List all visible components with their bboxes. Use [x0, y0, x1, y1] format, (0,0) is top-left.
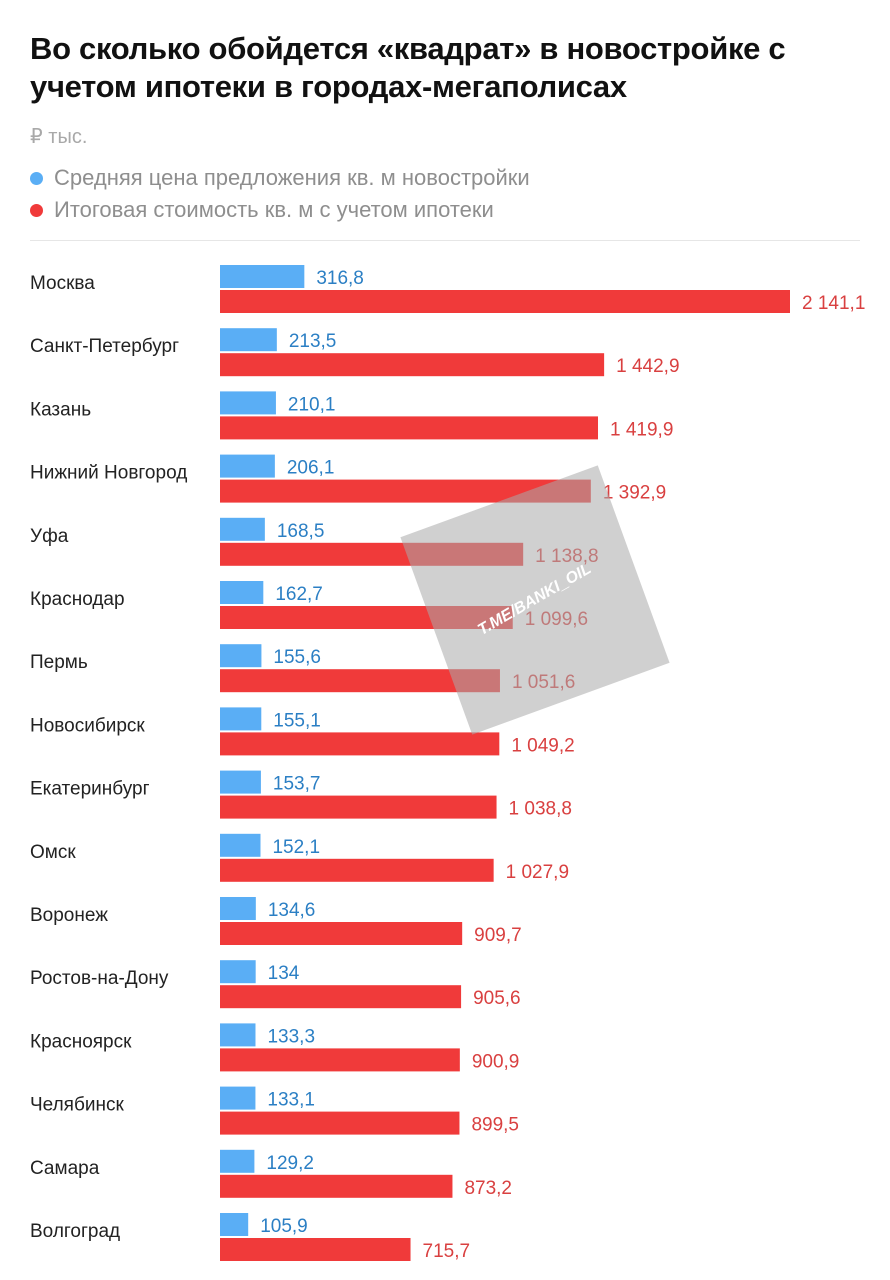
category-label: Санкт-Петербург — [30, 336, 179, 357]
value-label-avg-price: 213,5 — [289, 331, 337, 352]
category-label: Омск — [30, 842, 76, 863]
value-label-total-cost: 1 392,9 — [603, 483, 666, 504]
bar-avg-price — [220, 328, 277, 352]
value-label-avg-price: 134 — [268, 963, 300, 984]
category-label: Казань — [30, 399, 91, 420]
bar-avg-price — [220, 581, 264, 604]
divider — [30, 240, 860, 241]
value-label-total-cost: 905,6 — [473, 988, 521, 1009]
bar-total-cost — [220, 922, 463, 945]
value-label-total-cost: 1 038,8 — [509, 799, 572, 820]
bar-avg-price — [220, 1213, 249, 1236]
legend-label-total-cost: Итоговая стоимость кв. м с учетом ипотек… — [54, 197, 494, 222]
bar-total-cost — [220, 795, 497, 819]
value-label-avg-price: 155,1 — [273, 710, 321, 731]
bar-avg-price — [220, 644, 262, 668]
category-label: Нижний Новгород — [30, 463, 187, 484]
bar-avg-price — [220, 1149, 255, 1173]
category-label: Пермь — [30, 652, 88, 673]
value-label-avg-price: 155,6 — [273, 647, 321, 668]
value-label-avg-price: 133,1 — [267, 1090, 315, 1111]
bar-total-cost — [220, 1174, 453, 1198]
value-label-total-cost: 899,5 — [471, 1115, 519, 1136]
value-label-avg-price: 133,3 — [267, 1026, 315, 1047]
value-label-avg-price: 162,7 — [275, 584, 323, 605]
bar-avg-price — [220, 1086, 256, 1110]
bar-total-cost — [220, 732, 500, 756]
value-label-avg-price: 206,1 — [287, 458, 335, 479]
bar-avg-price — [220, 897, 256, 920]
category-label: Москва — [30, 273, 95, 294]
value-label-avg-price: 129,2 — [266, 1153, 314, 1174]
bar-total-cost — [220, 353, 605, 377]
value-label-avg-price: 168,5 — [277, 521, 325, 542]
bar-avg-price — [220, 454, 275, 478]
bar-avg-price — [220, 265, 305, 288]
value-label-avg-price: 316,8 — [316, 268, 364, 289]
legend-label-avg-price: Средняя цена предложения кв. м новострой… — [54, 165, 530, 190]
bar-total-cost — [220, 858, 494, 882]
value-label-total-cost: 1 049,2 — [511, 735, 574, 756]
category-label: Волгоград — [30, 1221, 120, 1242]
bar-avg-price — [220, 707, 262, 731]
legend: Средняя цена предложения кв. м новострой… — [30, 162, 530, 226]
value-label-avg-price: 105,9 — [260, 1216, 308, 1237]
category-label: Уфа — [30, 526, 69, 547]
bar-total-cost — [220, 669, 500, 693]
value-label-avg-price: 153,7 — [273, 774, 321, 795]
bar-avg-price — [220, 833, 261, 857]
category-label: Екатеринбург — [30, 779, 150, 800]
bar-avg-price — [220, 391, 276, 415]
watermark-text: T.ME/BANKI_OIL — [475, 560, 595, 639]
unit-label: ₽ тыс. — [30, 126, 88, 148]
value-label-avg-price: 152,1 — [272, 837, 320, 858]
category-label: Новосибирск — [30, 715, 145, 736]
legend-item-total-cost: Итоговая стоимость кв. м с учетом ипотек… — [30, 194, 530, 226]
category-label: Самара — [30, 1158, 100, 1179]
value-label-total-cost: 1 027,9 — [506, 862, 569, 883]
bar-total-cost — [220, 985, 462, 1009]
bar-total-cost — [220, 479, 591, 503]
value-label-total-cost: 873,2 — [464, 1178, 512, 1199]
value-label-total-cost: 909,7 — [474, 925, 522, 946]
value-label-total-cost: 2 141,1 — [802, 293, 865, 314]
category-label: Ростов-на-Дону — [30, 968, 169, 989]
category-label: Краснодар — [30, 589, 125, 610]
bar-total-cost — [220, 1048, 460, 1072]
category-label: Челябинск — [30, 1095, 124, 1116]
legend-item-avg-price: Средняя цена предложения кв. м новострой… — [30, 162, 530, 194]
bar-total-cost — [220, 1111, 460, 1135]
bar-total-cost — [220, 290, 790, 313]
value-label-total-cost: 715,7 — [423, 1241, 471, 1262]
chart-title: Во сколько обойдется «квадрат» в новостр… — [30, 31, 786, 104]
bar-avg-price — [220, 1023, 256, 1047]
value-label-total-cost: 900,9 — [472, 1051, 520, 1072]
category-label: Воронеж — [30, 905, 108, 926]
category-label: Красноярск — [30, 1031, 132, 1052]
bar-avg-price — [220, 770, 261, 794]
value-label-total-cost: 1 419,9 — [610, 419, 673, 440]
value-label-avg-price: 210,1 — [288, 394, 336, 415]
bar-total-cost — [220, 416, 599, 440]
legend-dot-red — [30, 203, 43, 217]
bar-total-cost — [220, 1238, 411, 1261]
value-label-total-cost: 1 442,9 — [616, 356, 679, 377]
bar-avg-price — [220, 960, 256, 984]
legend-dot-blue — [30, 171, 43, 185]
bar-avg-price — [220, 517, 265, 541]
value-label-avg-price: 134,6 — [268, 900, 316, 921]
